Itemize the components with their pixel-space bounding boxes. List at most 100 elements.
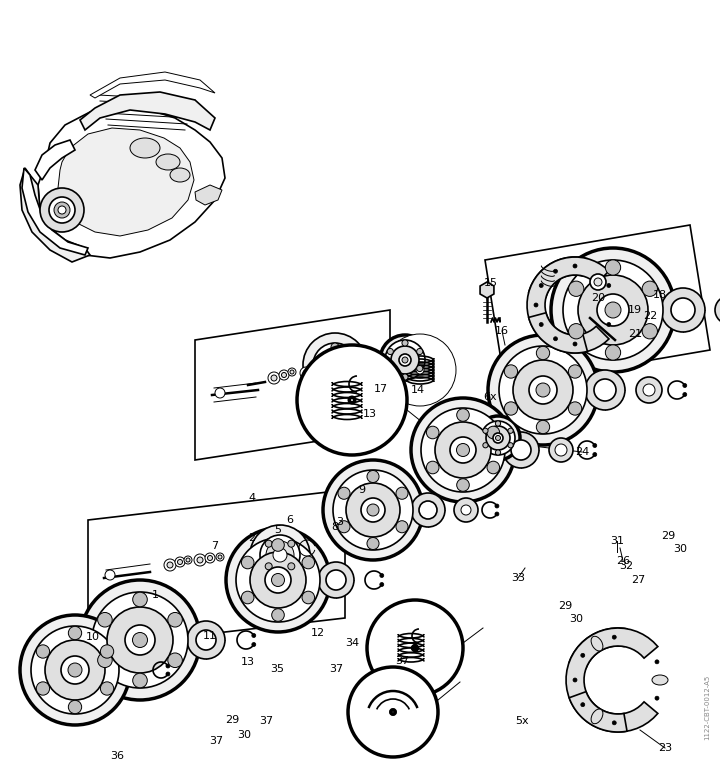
Circle shape [595,641,598,645]
Circle shape [331,343,339,351]
Circle shape [205,553,215,563]
Circle shape [578,275,648,345]
Circle shape [551,248,675,372]
Circle shape [361,498,385,522]
Circle shape [493,433,503,443]
Circle shape [569,324,584,339]
Polygon shape [20,168,90,262]
Circle shape [487,461,500,474]
Circle shape [612,721,616,725]
Circle shape [683,392,687,397]
Circle shape [168,653,182,668]
Text: 29: 29 [225,715,239,725]
Circle shape [166,664,170,668]
Circle shape [313,343,357,387]
Circle shape [503,432,539,468]
Circle shape [100,645,114,658]
Circle shape [320,350,350,380]
Text: 7: 7 [212,541,219,551]
Circle shape [495,450,500,455]
Circle shape [569,281,584,296]
Circle shape [197,557,203,563]
Circle shape [45,640,105,700]
Text: 31: 31 [610,536,624,546]
Text: 30: 30 [673,544,687,554]
Polygon shape [527,257,609,353]
Circle shape [426,427,439,439]
Circle shape [132,673,148,687]
Text: 3: 3 [336,517,343,527]
Circle shape [607,284,611,288]
Circle shape [421,408,505,492]
Circle shape [252,633,256,638]
Circle shape [279,370,289,380]
Text: 35: 35 [270,664,284,674]
Text: 24: 24 [575,447,589,457]
Circle shape [349,398,355,403]
Circle shape [349,361,357,369]
Circle shape [290,370,294,374]
Polygon shape [569,628,627,668]
Circle shape [508,443,513,448]
Circle shape [379,574,384,578]
Circle shape [411,398,515,502]
Circle shape [40,188,84,232]
Circle shape [367,504,379,516]
Circle shape [481,421,515,455]
Polygon shape [38,108,225,258]
Circle shape [302,556,315,568]
Circle shape [568,402,582,415]
Text: 29: 29 [558,601,572,611]
Polygon shape [35,140,75,180]
Circle shape [318,562,354,598]
Polygon shape [485,225,710,385]
Circle shape [338,520,350,533]
Circle shape [250,525,310,585]
Circle shape [513,360,573,420]
Circle shape [58,206,66,214]
Circle shape [655,660,659,664]
Circle shape [715,296,720,324]
Circle shape [488,335,598,445]
Circle shape [271,539,284,552]
Circle shape [178,559,182,565]
Circle shape [417,349,423,355]
Polygon shape [90,72,215,98]
Ellipse shape [156,154,180,170]
Circle shape [495,436,500,440]
Polygon shape [195,310,390,460]
Circle shape [387,349,393,355]
Circle shape [348,667,438,757]
Circle shape [396,520,408,533]
Ellipse shape [130,138,160,158]
Text: 11: 11 [203,631,217,641]
Circle shape [671,298,695,322]
Text: 34: 34 [345,638,359,648]
Polygon shape [88,490,345,648]
Circle shape [265,540,272,547]
Circle shape [456,443,469,456]
Circle shape [312,368,318,372]
Circle shape [539,284,543,288]
Circle shape [603,301,617,315]
Circle shape [260,535,300,575]
Circle shape [331,379,339,387]
Circle shape [554,269,557,273]
Ellipse shape [652,675,668,685]
Circle shape [456,478,469,491]
Text: 30: 30 [569,614,583,624]
Circle shape [367,537,379,549]
Text: 26: 26 [616,556,630,566]
Circle shape [271,609,284,621]
Circle shape [450,437,476,463]
Circle shape [196,630,216,650]
Circle shape [487,427,500,439]
Circle shape [250,552,306,608]
Text: 6x: 6x [483,392,497,402]
Text: 27: 27 [631,575,645,585]
Circle shape [402,357,408,363]
Circle shape [594,278,602,286]
Circle shape [461,505,471,515]
Text: 36: 36 [110,751,124,761]
Circle shape [327,357,343,373]
